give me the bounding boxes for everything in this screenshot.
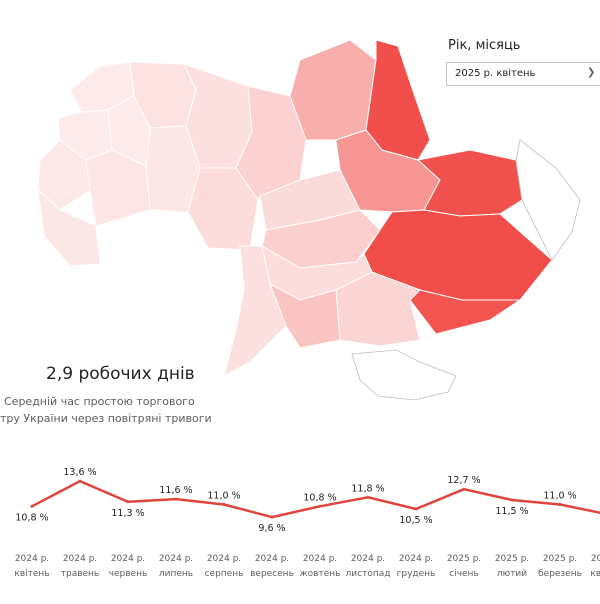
data-point[interactable] — [222, 503, 226, 506]
kpi-caption-line1: Середній час простою торгового — [4, 395, 195, 408]
data-point[interactable] — [174, 497, 178, 501]
data-point[interactable] — [30, 504, 34, 508]
data-point[interactable] — [558, 503, 562, 506]
month-dropdown-value: 2025 р. квітень — [455, 68, 536, 79]
data-label: 11,6 % — [159, 485, 192, 496]
data-label: 10,8 % — [303, 492, 336, 503]
data-label: 11,5 % — [495, 506, 528, 517]
x-tick-label-year: 2024 р. — [399, 554, 433, 564]
x-tick-label-month: липень — [159, 569, 193, 579]
data-label: 9,6 % — [258, 523, 285, 534]
x-tick-label-year: 2024 р. — [207, 554, 241, 564]
x-tick-label-month: червень — [109, 569, 148, 579]
map-region-south-west-1[interactable] — [223, 245, 287, 377]
data-label: 10,5 % — [399, 515, 432, 526]
data-point[interactable] — [270, 515, 274, 519]
map-region-south-east-1[interactable] — [409, 289, 522, 335]
x-tick-label-month: жовтень — [300, 569, 341, 579]
data-label: 11,8 % — [351, 483, 384, 494]
data-point[interactable] — [462, 487, 466, 491]
x-tick-label-month: вересень — [250, 569, 294, 579]
data-point[interactable] — [78, 479, 82, 483]
x-tick-label-year: 2024 р. — [351, 554, 385, 564]
data-point[interactable] — [366, 495, 370, 499]
map-region-crimea[interactable] — [351, 349, 457, 400]
kpi-caption-line2: тру України через повітряні тривоги — [0, 412, 212, 425]
data-label: 10,8 % — [15, 512, 48, 523]
month-dropdown[interactable]: 2025 р. квітень ❯ — [446, 62, 600, 86]
line-chart-svg[interactable]: 10,8 % 2024 р. квітень 13,6 % 2024 р. травень… — [0, 455, 600, 600]
data-point[interactable] — [510, 498, 514, 502]
data-label: 13,6 % — [63, 467, 96, 478]
map-region-south-1[interactable] — [335, 271, 421, 347]
x-tick-label-year: 2024 р. — [15, 554, 49, 564]
x-tick-label-year: 2024 р. — [303, 554, 337, 564]
x-tick-label-month: грудень — [397, 569, 436, 579]
x-tick-label-month: квітень — [590, 569, 600, 579]
x-tick-label-month: січень — [449, 569, 479, 579]
map-region-west-4[interactable] — [37, 188, 101, 267]
filter-label: Рік, місяць — [448, 38, 521, 53]
kpi-caption: Середній час простою торгового тру Украї… — [0, 393, 230, 427]
x-tick-label-year: 2025 р. — [543, 554, 577, 564]
x-tick-label-year: 2024 р. — [255, 554, 289, 564]
x-tick-label-month: листопад — [346, 569, 391, 579]
x-tick-label-year: 2024 р. — [111, 554, 145, 564]
data-point[interactable] — [126, 500, 130, 504]
map-region-north-east-1[interactable] — [289, 39, 377, 141]
map-region-luhansk[interactable] — [515, 139, 581, 261]
x-tick-label-month: квітень — [14, 569, 49, 579]
x-tick-label-year: 2025 р. — [447, 554, 481, 564]
x-tick-label-month: лютий — [497, 569, 527, 579]
x-tick-label-year: 2024 р. — [63, 554, 97, 564]
choropleth-map[interactable] — [0, 0, 600, 400]
trend-line-chart[interactable]: 10,8 % 2024 р. квітень 13,6 % 2024 р. травень… — [0, 455, 600, 600]
kpi-value: 2,9 робочих днів — [46, 364, 195, 384]
ukraine-map[interactable] — [0, 0, 600, 400]
data-point[interactable] — [318, 504, 322, 508]
x-tick-label-month: травень — [61, 569, 100, 579]
data-label: 11,3 % — [111, 508, 144, 519]
data-label: 11,0 % — [207, 491, 240, 502]
x-tick-label-year: 2025 р. — [591, 554, 600, 564]
x-tick-label-month: березень — [538, 569, 582, 579]
x-tick-label-month: серпень — [205, 569, 244, 579]
chevron-down-icon[interactable]: ❯ — [587, 67, 596, 78]
data-point[interactable] — [414, 507, 418, 511]
x-tick-label-year: 2025 р. — [495, 554, 529, 564]
x-tick-label-year: 2024 р. — [159, 554, 193, 564]
data-label: 11,0 % — [543, 491, 576, 502]
data-label: 12,7 % — [447, 475, 480, 486]
